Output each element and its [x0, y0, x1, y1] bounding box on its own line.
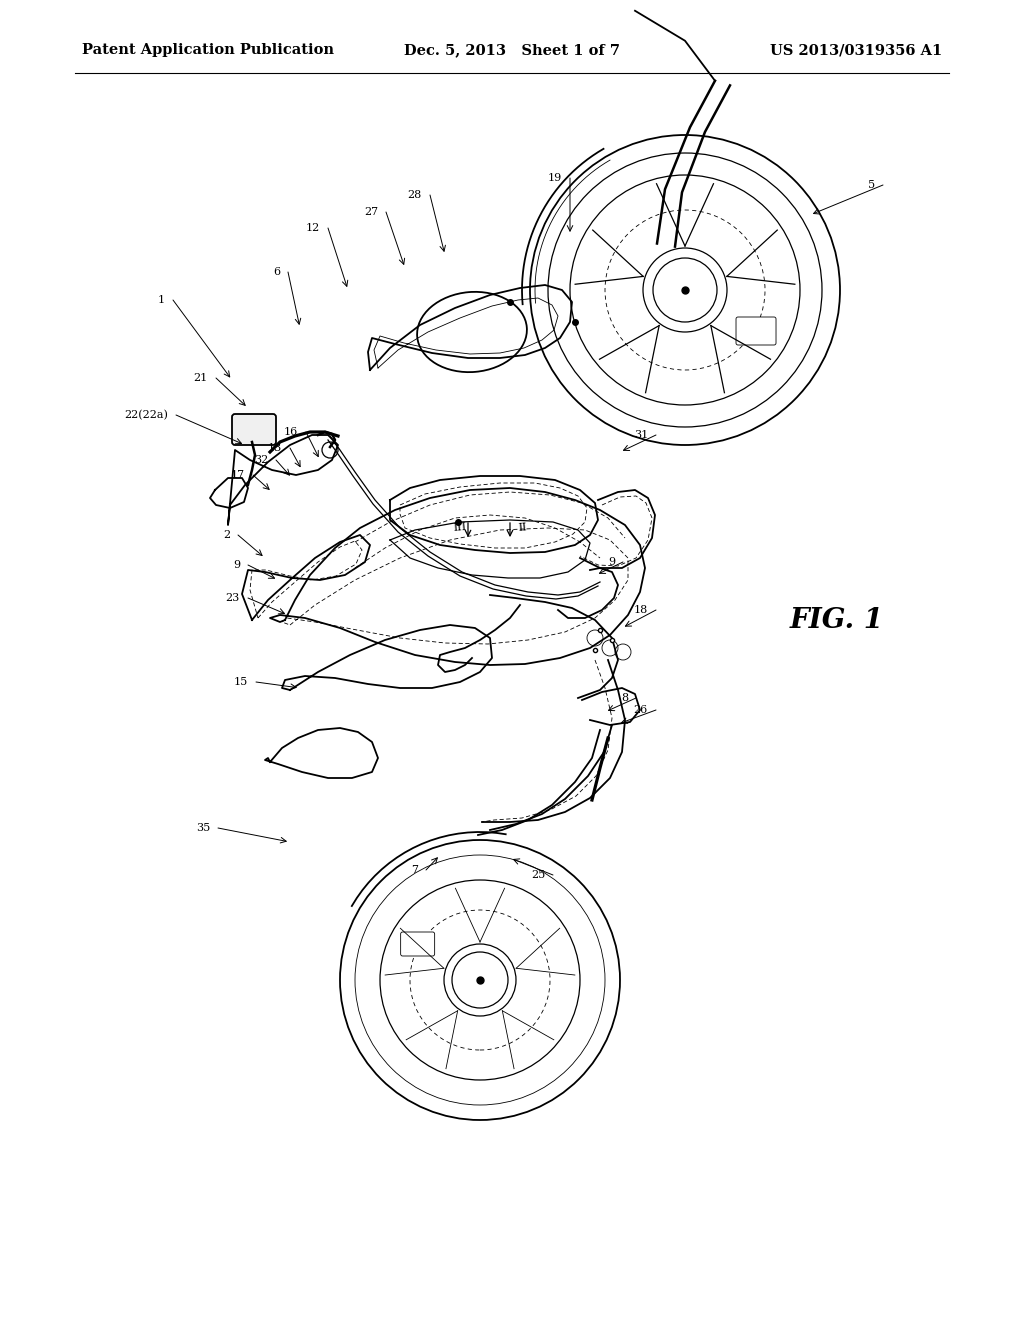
Text: III: III: [453, 521, 467, 533]
Text: 23: 23: [225, 593, 240, 603]
Text: 12: 12: [306, 223, 319, 234]
Text: 5: 5: [868, 180, 874, 190]
Text: 2: 2: [223, 531, 230, 540]
Text: 6: 6: [272, 267, 280, 277]
Text: 7: 7: [411, 865, 418, 875]
FancyBboxPatch shape: [232, 414, 276, 445]
Text: Patent Application Publication: Patent Application Publication: [82, 44, 334, 57]
Text: 25: 25: [530, 870, 545, 880]
Text: 8: 8: [621, 693, 628, 704]
FancyBboxPatch shape: [736, 317, 776, 345]
Text: 1: 1: [158, 294, 165, 305]
Text: 19: 19: [548, 173, 562, 183]
Text: 9: 9: [608, 557, 615, 568]
Text: 16: 16: [284, 426, 298, 437]
Text: 28: 28: [408, 190, 422, 201]
Text: 17: 17: [230, 470, 245, 480]
Text: 22(22a): 22(22a): [124, 409, 168, 420]
Text: Dec. 5, 2013   Sheet 1 of 7: Dec. 5, 2013 Sheet 1 of 7: [404, 44, 620, 57]
Text: 32: 32: [254, 455, 268, 465]
Text: 26: 26: [634, 705, 648, 715]
Text: FIG. 1: FIG. 1: [790, 606, 884, 634]
Text: 9: 9: [232, 560, 240, 570]
Text: 35: 35: [196, 822, 210, 833]
Text: II: II: [518, 521, 527, 533]
Text: 18: 18: [634, 605, 648, 615]
Text: 31: 31: [634, 430, 648, 440]
Text: 13: 13: [267, 444, 282, 453]
Text: US 2013/0319356 A1: US 2013/0319356 A1: [770, 44, 942, 57]
Text: 15: 15: [233, 677, 248, 686]
Text: 21: 21: [194, 374, 208, 383]
FancyBboxPatch shape: [400, 932, 434, 956]
Polygon shape: [210, 478, 248, 508]
Text: 27: 27: [364, 207, 378, 216]
